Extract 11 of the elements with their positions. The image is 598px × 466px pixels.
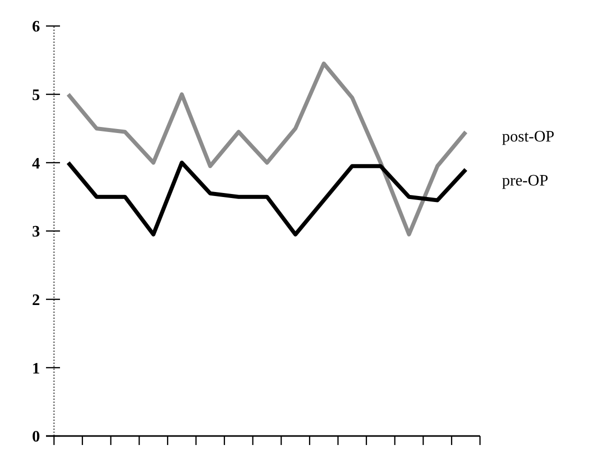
line-series bbox=[66, 62, 468, 236]
line-series bbox=[66, 160, 468, 236]
y-tick-label: 0 bbox=[32, 428, 40, 446]
y-tick-label: 2 bbox=[32, 292, 40, 309]
y-tick-label: 4 bbox=[32, 155, 40, 172]
y-tick-label: 1 bbox=[32, 360, 40, 378]
y-tick-label: 6 bbox=[32, 18, 40, 36]
text: pre-OP bbox=[502, 172, 548, 190]
y-tick-label: 3 bbox=[32, 224, 40, 241]
y-tick-label: 5 bbox=[32, 86, 40, 104]
text: post-OP bbox=[502, 128, 555, 146]
